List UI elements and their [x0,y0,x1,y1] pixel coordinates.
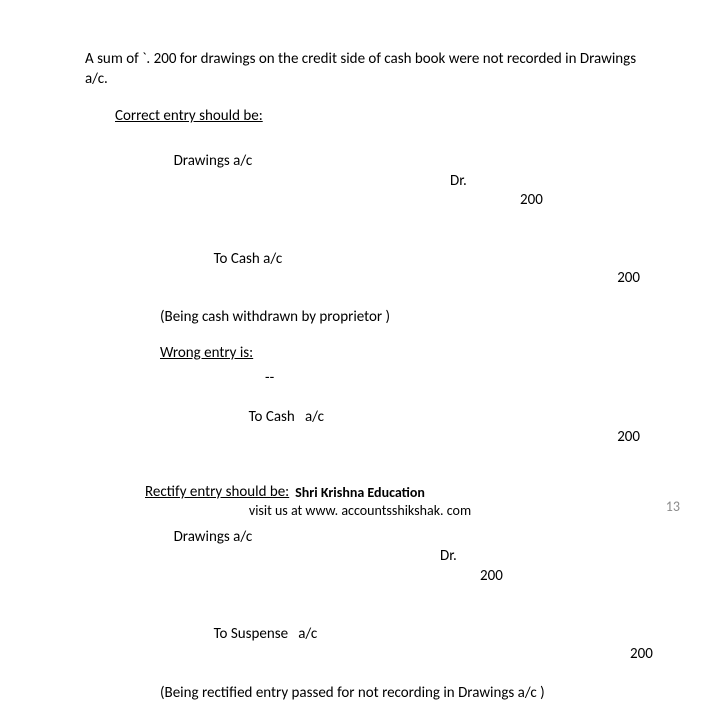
credit-amount: 200 [617,428,640,448]
narration: (Being rectified entry passed for not re… [160,684,640,703]
footer-subtitle: visit us at www. accountsshikshak. com [0,502,720,520]
journal-line: Drawings a/c Dr. 200 [160,508,640,606]
journal-line: To Suspense a/c 200 [160,606,640,684]
page-number: 13 [666,498,680,516]
credit-amount: 200 [630,645,653,665]
journal-line: Drawings a/c Dr. 200 [160,133,640,231]
narration: (Being cash withdrawn by proprietor ) [160,308,640,328]
dr-indicator: Dr. [450,172,467,192]
account-name: To Suspense a/c [214,625,318,643]
debit-amount: 200 [480,567,503,587]
wrong-entry-heading: Wrong entry is: [160,344,640,364]
debit-amount: 200 [520,191,543,211]
account-name: To Cash a/c [214,250,283,268]
account-name: To Cash a/c [249,408,324,426]
correct-entry-heading: Correct entry should be: [115,107,640,127]
journal-line: To Cash a/c 200 [235,389,640,467]
footer-title: Shri Krishna Education [0,484,720,502]
account-name: Drawings a/c [174,528,253,546]
credit-amount: 200 [617,269,640,289]
journal-line: -- [265,369,640,389]
account-name: Drawings a/c [174,152,253,170]
footer: Shri Krishna Education visit us at www. … [0,484,720,520]
journal-line: To Cash a/c 200 [160,230,640,308]
problem-statement: A sum of `. 200 for drawings on the cred… [85,50,640,89]
dr-indicator: Dr. [440,547,457,567]
